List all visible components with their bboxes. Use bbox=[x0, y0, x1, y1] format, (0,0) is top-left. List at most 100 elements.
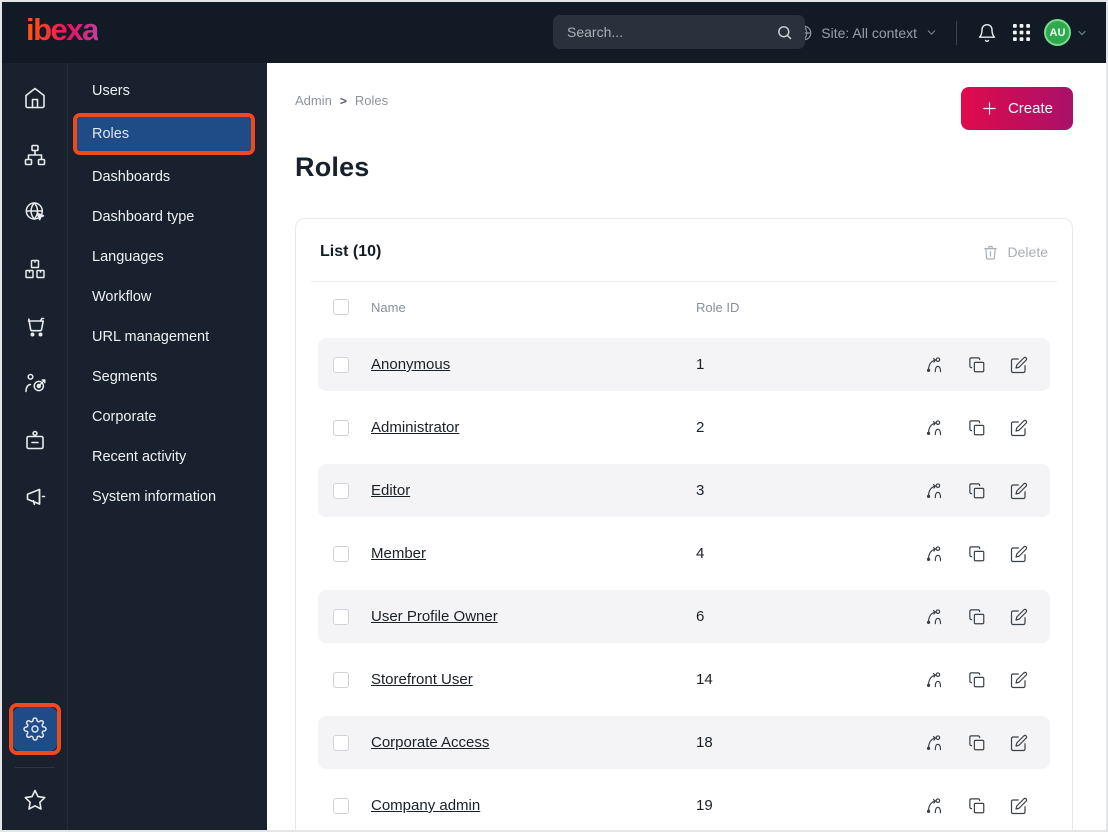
copy-icon[interactable] bbox=[968, 482, 986, 500]
search-icon[interactable] bbox=[776, 24, 793, 41]
trash-icon bbox=[982, 244, 999, 261]
table-row: Editor 3 bbox=[318, 464, 1050, 517]
row-checkbox[interactable] bbox=[333, 545, 349, 562]
settings-gear-icon[interactable] bbox=[12, 707, 57, 751]
apps-grid-icon[interactable] bbox=[1011, 24, 1032, 41]
admin-side-menu: Users Roles Dashboards Dashboard type La… bbox=[68, 63, 267, 830]
role-id-value: 4 bbox=[696, 545, 705, 562]
table-row: User Profile Owner 6 bbox=[318, 590, 1050, 643]
table-header: Name Role ID bbox=[318, 292, 1050, 322]
role-id-value: 18 bbox=[696, 734, 713, 751]
row-checkbox[interactable] bbox=[333, 797, 349, 814]
role-name-link[interactable]: Administrator bbox=[371, 419, 460, 436]
user-menu[interactable]: AU bbox=[1044, 19, 1088, 46]
breadcrumb-item-admin[interactable]: Admin bbox=[295, 93, 332, 108]
topbar: ibexa Site: All context bbox=[2, 2, 1106, 63]
sidebar-item-system-information[interactable]: System information bbox=[92, 489, 217, 505]
edit-icon[interactable] bbox=[1010, 734, 1028, 752]
role-name-link[interactable]: Anonymous bbox=[371, 356, 451, 373]
row-checkbox[interactable] bbox=[333, 671, 349, 688]
copy-icon[interactable] bbox=[968, 545, 986, 563]
edit-icon[interactable] bbox=[1010, 671, 1028, 689]
sidebar-item-dashboard-type[interactable]: Dashboard type bbox=[92, 209, 195, 225]
content-structure-icon[interactable] bbox=[2, 126, 68, 183]
edit-icon[interactable] bbox=[1010, 545, 1028, 563]
role-id-value: 19 bbox=[696, 797, 713, 814]
assign-users-icon[interactable] bbox=[925, 607, 944, 626]
copy-icon[interactable] bbox=[968, 671, 986, 689]
edit-icon[interactable] bbox=[1010, 797, 1028, 815]
edit-icon[interactable] bbox=[1010, 482, 1028, 500]
row-checkbox[interactable] bbox=[333, 419, 349, 436]
delete-button-label: Delete bbox=[1007, 244, 1048, 260]
role-name-link[interactable]: Storefront User bbox=[371, 671, 473, 688]
copy-icon[interactable] bbox=[968, 797, 986, 815]
assign-users-icon[interactable] bbox=[925, 796, 944, 815]
edit-icon[interactable] bbox=[1010, 356, 1028, 374]
role-id-value: 3 bbox=[696, 482, 705, 499]
copy-icon[interactable] bbox=[968, 734, 986, 752]
bookmarks-star-icon[interactable] bbox=[2, 776, 68, 824]
site-context-selector[interactable]: Site: All context bbox=[795, 24, 938, 42]
copy-icon[interactable] bbox=[968, 356, 986, 374]
edit-icon[interactable] bbox=[1010, 419, 1028, 437]
sidebar-item-url-management[interactable]: URL management bbox=[92, 329, 210, 345]
nav-rail bbox=[2, 63, 68, 830]
select-all-checkbox[interactable] bbox=[333, 299, 349, 315]
home-icon[interactable] bbox=[2, 69, 68, 126]
edit-icon[interactable] bbox=[1010, 608, 1028, 626]
assign-users-icon[interactable] bbox=[925, 670, 944, 689]
create-button-label: Create bbox=[1007, 100, 1053, 117]
personalization-icon[interactable] bbox=[2, 354, 68, 411]
copy-icon[interactable] bbox=[968, 608, 986, 626]
sidebar-item-users[interactable]: Users bbox=[92, 83, 130, 99]
assign-users-icon[interactable] bbox=[925, 481, 944, 500]
row-checkbox[interactable] bbox=[333, 734, 349, 751]
card-divider bbox=[311, 281, 1057, 282]
notifications-bell-icon[interactable] bbox=[975, 23, 999, 43]
sidebar-item-languages[interactable]: Languages bbox=[92, 249, 164, 265]
role-id-value: 6 bbox=[696, 608, 705, 625]
sidebar-item-segments[interactable]: Segments bbox=[92, 369, 158, 385]
role-name-link[interactable]: User Profile Owner bbox=[371, 608, 498, 625]
ibexa-logo: ibexa bbox=[26, 14, 99, 51]
row-checkbox[interactable] bbox=[333, 608, 349, 625]
global-search[interactable] bbox=[553, 15, 805, 49]
site-globe-icon[interactable] bbox=[2, 183, 68, 240]
roles-table: Anonymous 1 Administrator 2 bbox=[318, 338, 1050, 830]
row-checkbox[interactable] bbox=[333, 356, 349, 373]
product-catalog-icon[interactable] bbox=[2, 240, 68, 297]
role-name-link[interactable]: Corporate Access bbox=[371, 734, 490, 751]
sidebar-item-dashboards[interactable]: Dashboards bbox=[92, 169, 171, 185]
role-name-link[interactable]: Company admin bbox=[371, 797, 481, 814]
plus-icon bbox=[981, 100, 998, 117]
sidebar-item-corporate[interactable]: Corporate bbox=[92, 409, 157, 425]
row-checkbox[interactable] bbox=[333, 482, 349, 499]
assign-users-icon[interactable] bbox=[925, 418, 944, 437]
corporate-badge-icon[interactable] bbox=[2, 411, 68, 468]
sidebar-item-workflow[interactable]: Workflow bbox=[92, 289, 152, 305]
role-name-link[interactable]: Member bbox=[371, 545, 427, 562]
main-content: Admin > Roles Create Roles List (10) bbox=[267, 63, 1106, 830]
create-button[interactable]: Create bbox=[960, 87, 1073, 130]
column-header-role-id: Role ID bbox=[696, 299, 740, 315]
role-name-link[interactable]: Editor bbox=[371, 482, 411, 499]
search-input[interactable] bbox=[567, 24, 776, 40]
sidebar-item-roles[interactable]: Roles bbox=[77, 117, 251, 151]
assign-users-icon[interactable] bbox=[925, 733, 944, 752]
annotation-box-roles: Roles bbox=[73, 113, 255, 155]
avatar[interactable]: AU bbox=[1044, 19, 1071, 46]
commerce-cart-icon[interactable] bbox=[2, 297, 68, 354]
page-title: Roles bbox=[295, 152, 370, 182]
role-id-value: 14 bbox=[696, 671, 713, 688]
copy-icon[interactable] bbox=[968, 419, 986, 437]
assign-users-icon[interactable] bbox=[925, 544, 944, 563]
delete-button[interactable]: Delete bbox=[982, 244, 1048, 261]
site-context-label: Site: All context bbox=[821, 24, 917, 41]
topbar-divider bbox=[956, 20, 957, 45]
marketing-megaphone-icon[interactable] bbox=[2, 468, 68, 525]
sidebar-item-recent-activity[interactable]: Recent activity bbox=[92, 449, 187, 465]
rail-divider bbox=[14, 767, 55, 768]
assign-users-icon[interactable] bbox=[925, 355, 944, 374]
